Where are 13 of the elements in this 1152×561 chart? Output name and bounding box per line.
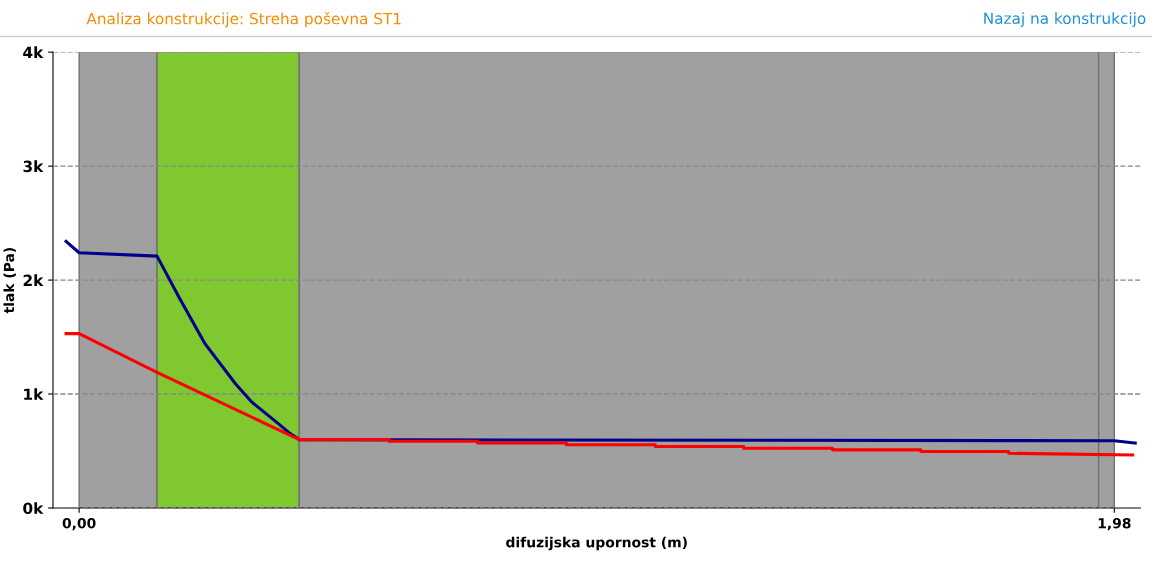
y-tick-label: 3k — [23, 160, 44, 173]
line-series — [64, 332, 1135, 457]
y-axis-title: tlak (Pa) — [3, 247, 16, 314]
line-series — [64, 239, 1137, 445]
x-tick-label: 1,98 — [1098, 517, 1131, 531]
x-axis-title: difuzijska upornost (m) — [506, 536, 687, 551]
chart-title: Analiza konstrukcije: Streha poševna ST1 — [86, 11, 401, 28]
x-tick-label: 0,00 — [62, 517, 96, 531]
text: Nazaj na konstrukcijo — [984, 12, 1146, 28]
y-tick-label: 4k — [23, 46, 44, 58]
y-tick-label: 0k — [23, 502, 44, 515]
y-tick-label: 2k — [23, 274, 44, 286]
y-tick-label: 1k — [24, 388, 44, 400]
